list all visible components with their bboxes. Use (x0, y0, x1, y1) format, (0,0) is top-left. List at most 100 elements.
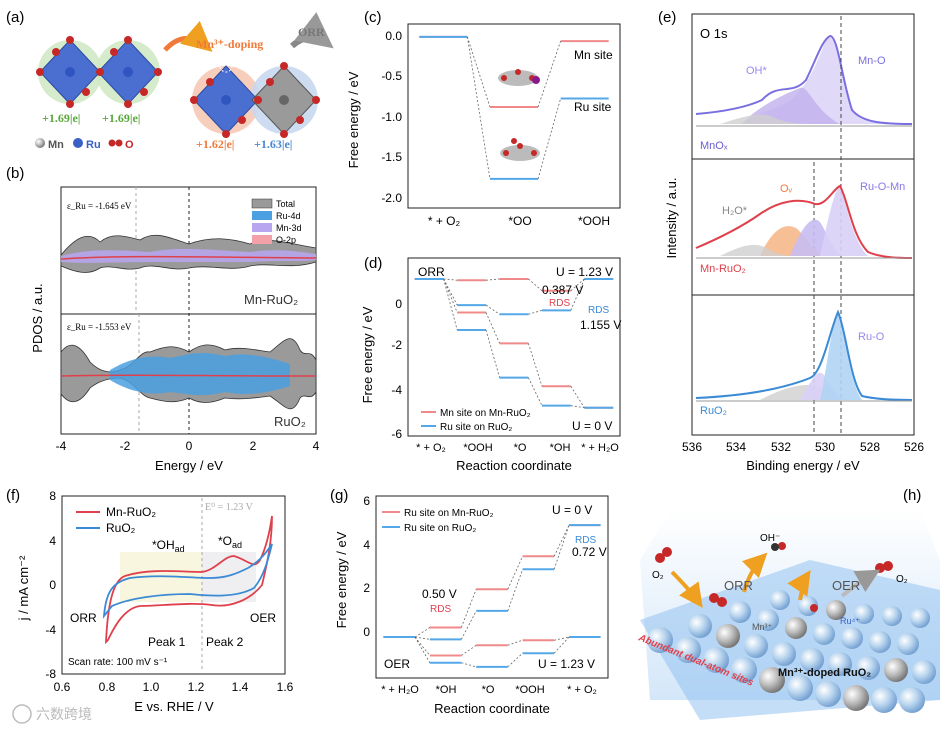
step-connector (553, 524, 570, 557)
e-xtick: 526 (904, 440, 924, 454)
h-o2-right: O₂ (896, 574, 908, 585)
g-xticks: * + H₂O *OH *O *OOH * + O₂ (381, 684, 597, 696)
step-connector (537, 98, 562, 180)
mn-atom (279, 95, 289, 105)
f-xlabel: E vs. RHE / V (134, 699, 214, 714)
b-xticks: -4 -2 0 2 4 (56, 439, 320, 453)
e-mid-envelope (695, 184, 913, 259)
panel-label-a: (a) (6, 9, 24, 26)
c-molecule-top (498, 69, 540, 86)
b-bottom-o2p-line (60, 374, 317, 377)
d-xtick: *O (514, 442, 527, 454)
c-legend-mn: Mn site (574, 48, 613, 62)
step-connector (507, 569, 524, 612)
doping-label: Mn³⁺-doping (196, 37, 263, 51)
c-legend-ru: Ru site (574, 100, 612, 114)
g-xtick: *OOH (515, 684, 544, 696)
e-title: O 1s (700, 26, 728, 41)
step-connector (507, 652, 523, 668)
d-ylabel: Free energy / eV (360, 306, 375, 403)
d-u-bottom: U = 0 V (572, 419, 612, 433)
c-ytick: 0.0 (385, 29, 402, 43)
f-o-label: *Oad (218, 534, 242, 550)
b-xtick: 0 (186, 439, 193, 453)
legend-total-swatch (251, 198, 273, 209)
b-top-label: Mn-RuO₂ (244, 292, 298, 307)
step-connector (570, 405, 585, 409)
c-ytick: -0.5 (381, 69, 402, 83)
d-ytick: -6 (391, 427, 402, 441)
f-ytick: 8 (49, 489, 56, 503)
step-connector (443, 278, 458, 313)
f-peak1-label: Peak 1 (148, 635, 186, 649)
e-top-mn-o-fill (740, 37, 912, 124)
e-peak-ru-o-mn: Ru-O-Mn (860, 181, 905, 193)
f-xticks: 0.6 0.8 1.0 1.2 1.4 1.6 (54, 680, 294, 694)
panel-g: (g) Free energy / eV 6 4 2 0 Ru site on … (330, 487, 609, 716)
g-legend-mn: Ru site on Mn-RuO₂ (404, 508, 494, 519)
b-xlabel: Energy / eV (155, 458, 223, 473)
step-connector (553, 524, 570, 570)
orr-label: ORR (298, 25, 325, 39)
e-bot-envelope (695, 309, 913, 401)
e-peak-oh: OH* (746, 65, 768, 77)
step-connector (507, 556, 523, 590)
g-xtick: *OH (436, 684, 457, 696)
d-yticks: 0 -2 -4 -6 (391, 297, 402, 441)
g-v1: 0.50 V (422, 587, 457, 601)
f-frame (61, 495, 286, 675)
step-connector (466, 36, 491, 108)
h-oer-arrow-icon (787, 570, 811, 601)
h-orr: ORR (724, 578, 753, 593)
d-u-top: U = 1.23 V (556, 265, 613, 279)
g-ytick: 6 (363, 494, 370, 508)
b-top-mn3d-band (61, 248, 316, 263)
d-xtick: * + H₂O (581, 442, 619, 454)
d-ytick: 0 (395, 297, 402, 311)
e-top-oh-fill (742, 87, 840, 124)
step-connector (443, 278, 458, 281)
d-v2: 1.155 V (580, 318, 621, 332)
step-connector (528, 278, 543, 292)
step-connector (554, 636, 570, 641)
step-connector (485, 304, 500, 315)
panel-c: (c) Free energy / eV 0.0 -0.5 -1.0 -1.5 … (346, 9, 621, 228)
step-connector (485, 329, 500, 378)
d-rds2: RDS (588, 305, 609, 316)
ru-atom (65, 67, 75, 77)
watermark: 六数跨境 (12, 704, 92, 724)
panel-d: (d) Free energy / eV 0 -2 -4 -6 ORR U = … (360, 255, 621, 473)
step-connector (414, 636, 431, 656)
step-connector (414, 627, 431, 638)
h-mn-label: Mn³⁺ (752, 622, 772, 632)
legend-mn3d-swatch (252, 223, 272, 232)
b-bottom-ru4d-band (110, 352, 290, 396)
d-v1: 0.387 V (542, 283, 583, 297)
b-ylabel: PDOS / a.u. (30, 283, 45, 352)
g-rds2: RDS (575, 535, 596, 546)
panel-label-h: (h) (903, 487, 921, 504)
h-doped-label: Mn³⁺-doped RuO₂ (778, 667, 871, 679)
g-u-top: U = 0 V (552, 503, 592, 517)
f-xtick: 1.4 (232, 680, 249, 694)
g-oer-label: OER (384, 657, 410, 671)
h-orr-arrow-icon (670, 570, 703, 608)
d-legend-mn: Mn site on Mn-RuO₂ (440, 408, 531, 419)
orr-arrow-icon (290, 12, 334, 49)
f-ytick: 4 (49, 534, 56, 548)
step-connector (570, 278, 585, 311)
h-oh-arrow-icon (741, 552, 768, 593)
e-xtick: 528 (860, 440, 880, 454)
charge-left-1: +1.69|e| (42, 111, 80, 125)
f-oh-label: *OHad (152, 538, 185, 554)
step-connector (443, 278, 458, 331)
h-oer: OER (832, 578, 860, 593)
g-xtick: * + H₂O (381, 684, 419, 696)
g-ylabel: Free energy / eV (334, 531, 349, 628)
b-bottom-label: RuO₂ (274, 414, 306, 429)
b-top-o2p-line (60, 255, 317, 260)
c-ytick: -2.0 (381, 191, 402, 205)
g-legend-ru: Ru site on RuO₂ (404, 523, 476, 534)
c-xtick: * + O₂ (428, 214, 461, 228)
